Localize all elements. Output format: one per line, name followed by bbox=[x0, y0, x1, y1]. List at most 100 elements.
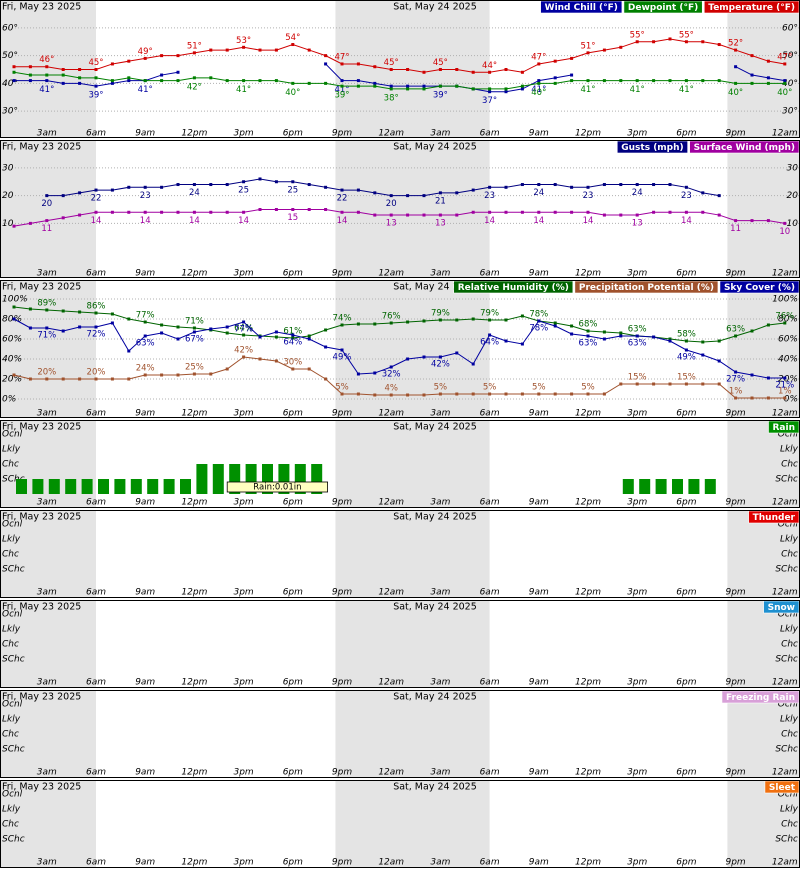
data-point bbox=[766, 323, 770, 327]
legend-label: Wind Chill (°F) bbox=[545, 3, 618, 13]
x-tick-label: 6pm bbox=[283, 588, 303, 598]
x-tick-label: 3am bbox=[37, 768, 57, 778]
series-line bbox=[14, 38, 785, 73]
data-point bbox=[570, 56, 574, 60]
data-point bbox=[602, 183, 606, 187]
x-tick-label: 9am bbox=[529, 588, 549, 598]
data-point bbox=[78, 325, 82, 329]
data-point bbox=[406, 357, 410, 361]
x-tick-label: 6pm bbox=[283, 129, 303, 139]
data-point bbox=[307, 81, 311, 85]
x-tick-label: 3am bbox=[37, 858, 57, 868]
data-point bbox=[110, 188, 114, 192]
data-point bbox=[356, 322, 360, 326]
x-tick-label: 9pm bbox=[725, 768, 745, 778]
data-point bbox=[160, 323, 164, 327]
bar bbox=[48, 479, 60, 494]
night-shade bbox=[727, 140, 800, 278]
legend-label: Thunder bbox=[753, 513, 796, 523]
legend-label: Dewpoint (°F) bbox=[628, 3, 698, 13]
data-point bbox=[455, 351, 459, 355]
y-tick-label: 40° bbox=[782, 79, 798, 89]
legend-label: Snow bbox=[768, 603, 795, 613]
data-point bbox=[537, 81, 541, 85]
data-point bbox=[127, 317, 131, 321]
legend-label: Freezing Rain bbox=[726, 693, 795, 703]
data-point bbox=[340, 323, 344, 327]
value-label: 15 bbox=[287, 213, 298, 223]
data-point bbox=[406, 393, 410, 397]
data-point bbox=[225, 183, 229, 187]
y-tick-label: 50° bbox=[782, 51, 798, 61]
day-label: Fri, May 23 2025 bbox=[2, 782, 81, 793]
data-point bbox=[455, 392, 459, 396]
value-label: 14 bbox=[189, 216, 200, 226]
y-tick-label: SChc bbox=[775, 835, 798, 845]
value-label: 64% bbox=[234, 324, 253, 334]
value-label: 77% bbox=[136, 311, 155, 321]
night-shade bbox=[727, 780, 800, 868]
x-tick-label: 3pm bbox=[233, 269, 253, 279]
data-point bbox=[389, 87, 393, 91]
bar bbox=[147, 479, 159, 494]
data-point bbox=[553, 81, 557, 85]
data-point bbox=[734, 81, 738, 85]
data-point bbox=[684, 348, 688, 352]
value-label: 4% bbox=[384, 384, 398, 394]
data-point bbox=[258, 79, 262, 83]
data-point bbox=[192, 51, 196, 55]
data-point bbox=[143, 334, 147, 338]
value-label: 67% bbox=[185, 335, 204, 345]
value-label: 10 bbox=[779, 227, 790, 237]
night-shade bbox=[0, 510, 96, 598]
x-tick-label: 3pm bbox=[627, 409, 647, 419]
data-point bbox=[274, 335, 278, 339]
y-tick-label: 80% bbox=[778, 315, 798, 325]
data-point bbox=[356, 210, 360, 214]
data-point bbox=[717, 339, 721, 343]
data-point bbox=[520, 342, 524, 346]
data-point bbox=[45, 194, 49, 198]
data-point bbox=[438, 191, 442, 195]
annotation: Rain:0.01in bbox=[253, 483, 301, 493]
x-tick-label: 3pm bbox=[233, 409, 253, 419]
data-point bbox=[307, 337, 311, 341]
value-label: 76% bbox=[382, 312, 401, 322]
bar bbox=[180, 479, 191, 494]
data-point bbox=[45, 308, 49, 312]
data-point bbox=[192, 183, 196, 187]
data-point bbox=[160, 373, 164, 377]
data-point bbox=[307, 183, 311, 187]
data-point bbox=[373, 84, 377, 88]
data-point bbox=[734, 48, 738, 52]
value-label: 14 bbox=[484, 216, 495, 226]
night-shade bbox=[335, 690, 490, 778]
data-point bbox=[422, 87, 426, 91]
data-point bbox=[28, 221, 32, 225]
value-label: 13 bbox=[386, 219, 397, 229]
data-point bbox=[766, 376, 770, 380]
data-point bbox=[734, 65, 738, 69]
bar bbox=[311, 464, 323, 494]
data-point bbox=[28, 79, 32, 83]
data-point bbox=[373, 65, 377, 69]
data-point bbox=[553, 183, 557, 187]
x-tick-label: 3am bbox=[37, 678, 57, 688]
data-point bbox=[307, 48, 311, 52]
x-tick-label: 6am bbox=[480, 269, 500, 279]
data-point bbox=[537, 210, 541, 214]
data-point bbox=[274, 208, 278, 211]
data-point bbox=[110, 321, 114, 325]
x-tick-label: 12am bbox=[378, 129, 404, 139]
data-point bbox=[701, 40, 705, 44]
data-point bbox=[209, 372, 213, 376]
day-label: Fri, May 23 2025 bbox=[2, 142, 81, 153]
x-tick-label: 9am bbox=[529, 129, 549, 139]
day-label: Sat, May 24 2025 bbox=[393, 512, 477, 523]
data-point bbox=[389, 213, 393, 217]
data-point bbox=[455, 84, 459, 88]
data-point bbox=[750, 396, 754, 400]
data-point bbox=[143, 373, 147, 377]
data-point bbox=[766, 81, 770, 85]
data-point bbox=[78, 310, 82, 314]
